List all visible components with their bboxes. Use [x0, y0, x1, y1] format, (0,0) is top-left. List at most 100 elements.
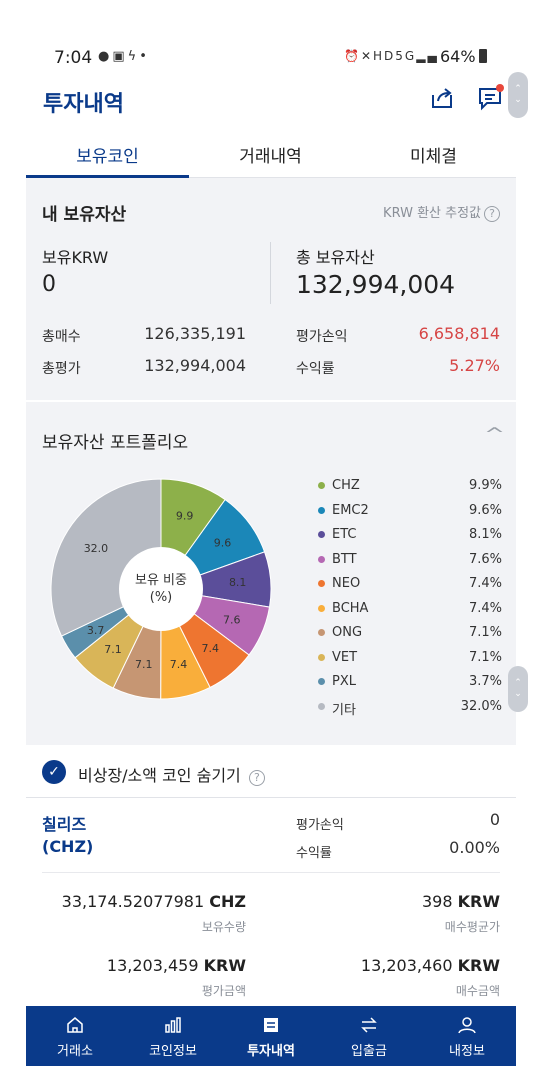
5g-icon: 5G [395, 49, 417, 63]
person-icon [458, 1017, 476, 1034]
nav-coin-info[interactable]: 코인정보 [124, 1006, 222, 1066]
pie-center-unit: (%) [150, 590, 173, 605]
return-rate-value: 5.27% [449, 356, 500, 375]
k-icon: ϟ [127, 49, 140, 64]
legend-name: ONG [332, 625, 363, 640]
legend-name: VET [332, 649, 358, 665]
return-rate-label: 수익률 [296, 361, 335, 377]
legend-dot [318, 629, 325, 636]
pie-slice-label: 32.0 [84, 542, 109, 555]
legend-name: PXL [332, 674, 356, 689]
krw-estimate-note[interactable]: KRW 환산 추정값? [383, 202, 500, 222]
tab-transactions[interactable]: 거래내역 [239, 147, 302, 167]
legend-name: CHZ [332, 478, 360, 493]
pie-slice-label: 9.9 [176, 510, 194, 523]
app-header: 투자내역 [0, 80, 536, 124]
legend-item: NEO 7.4% [316, 574, 502, 599]
legend-name: ETC [332, 527, 357, 542]
nav-investments[interactable]: 투자내역 [222, 1006, 320, 1066]
tab-bar: 보유코인 거래내역 미체결 [26, 130, 516, 178]
legend-percent: 9.6% [468, 502, 502, 518]
help-icon[interactable]: ? [248, 770, 265, 786]
avg-buy-price-caption: 매수평균가 [444, 920, 500, 934]
chart-icon [165, 1017, 181, 1033]
profit-loss-label: 평가손익 [296, 329, 348, 345]
list-icon [264, 1018, 278, 1032]
legend-item: EMC2 9.6% [316, 501, 502, 526]
help-icon: ? [484, 206, 500, 222]
total-assets-label: 총 보유자산 [296, 248, 375, 267]
legend-dot [318, 555, 325, 563]
pie-slice-label: 7.1 [104, 643, 122, 656]
battery-icon [478, 49, 487, 63]
asset-summary: 내 보유자산 KRW 환산 추정값? 보유KRW 0 총 보유자산 132,99… [26, 178, 516, 400]
legend-percent: 7.1% [468, 625, 502, 640]
collapse-chevron-icon[interactable]: ^ [483, 424, 506, 445]
battery-indicator: 64% [440, 47, 487, 66]
coin-pl-label: 평가손익 [296, 818, 344, 833]
scroll-handle[interactable]: ⌃ ⌄ [508, 72, 528, 118]
alarm-icon: ⏰ [344, 49, 361, 63]
chat-button[interactable] [476, 84, 506, 112]
avg-buy-price: 398 KRW [421, 892, 500, 911]
hide-small-coins-row[interactable]: ✓ 비상장/소액 코인 숨기기 ? [26, 748, 516, 798]
legend-name: NEO [332, 576, 361, 591]
scroll-handle-lower[interactable]: ⌃ ⌄ [508, 666, 528, 712]
tab-holdings[interactable]: 보유코인 [26, 130, 189, 178]
buy-amount-caption: 매수금액 [455, 984, 500, 998]
status-left-icons: ●▣ϟ• [98, 49, 150, 64]
total-assets-value: 132,994,004 [296, 270, 456, 299]
signal-icon: ▂▄ [416, 49, 439, 63]
legend-dot [318, 678, 325, 685]
pie-slice-label: 8.1 [229, 576, 247, 589]
nav-exchange[interactable]: 거래소 [26, 1006, 124, 1066]
pie-slice-label: 3.7 [87, 624, 105, 637]
legend-item: ONG 7.1% [316, 623, 502, 648]
nav-coin-info-label: 코인정보 [149, 1044, 197, 1059]
portfolio-title: 보유자산 포트폴리오 [42, 433, 189, 453]
hide-small-coins-label: 비상장/소액 코인 숨기기 ? [78, 762, 265, 786]
coin-symbol: (CHZ) [42, 837, 94, 856]
coin-pl-value: 0 [489, 810, 500, 829]
coin-rate-value: 0.00% [449, 838, 500, 857]
legend-item: BTT 7.6% [316, 550, 502, 575]
holding-quantity-caption: 보유수량 [201, 920, 246, 934]
eval-amount-caption: 평가금액 [201, 984, 246, 998]
coin-rate-label: 수익률 [296, 846, 332, 861]
nav-my-info-label: 내정보 [449, 1044, 485, 1059]
legend-percent: 32.0% [460, 698, 502, 714]
total-buy-value: 126,335,191 [144, 324, 246, 343]
buy-amount: 13,203,460 KRW [360, 956, 500, 975]
legend-percent: 3.7% [468, 674, 502, 689]
total-eval-value: 132,994,004 [144, 356, 246, 375]
legend-percent: 9.9% [468, 478, 502, 493]
home-icon [67, 1017, 83, 1033]
legend-dot [318, 580, 325, 587]
krw-label: 보유KRW [42, 248, 109, 267]
tab-pending[interactable]: 미체결 [410, 147, 457, 167]
eval-amount: 13,203,459 KRW [106, 956, 246, 975]
nav-deposit-withdraw-label: 입출금 [351, 1044, 387, 1059]
hd-voice-icon: HD [373, 49, 396, 63]
pie-center-hole [119, 547, 203, 631]
legend-percent: 7.4% [468, 576, 502, 591]
legend-item: 기타 32.0% [316, 697, 502, 722]
profit-loss-value: 6,658,814 [418, 324, 500, 343]
legend-name: EMC2 [332, 502, 369, 518]
page-title: 투자내역 [43, 92, 124, 117]
checkbox-checked-icon[interactable]: ✓ [42, 760, 66, 784]
nav-my-info[interactable]: 내정보 [418, 1006, 516, 1066]
legend-name: BCHA [332, 600, 369, 616]
share-button[interactable] [428, 84, 456, 112]
nav-deposit-withdraw[interactable]: 입출금 [320, 1006, 418, 1066]
holding-quantity: 33,174.52077981 CHZ [61, 892, 246, 911]
pie-slice-label: 7.4 [202, 642, 220, 655]
total-buy-label: 총매수 [42, 329, 81, 345]
divider [270, 242, 271, 304]
portfolio-legend: CHZ 9.9% EMC2 9.6% ETC 8.1% BTT 7.6% NEO 7.4% BCHA… [316, 476, 502, 721]
nav-investments-label: 투자내역 [247, 1044, 295, 1059]
pie-slice-label: 7.1 [135, 658, 153, 671]
pie-slice-label: 7.6 [223, 613, 241, 626]
legend-percent: 7.4% [468, 600, 502, 616]
legend-item: BCHA 7.4% [316, 599, 502, 624]
